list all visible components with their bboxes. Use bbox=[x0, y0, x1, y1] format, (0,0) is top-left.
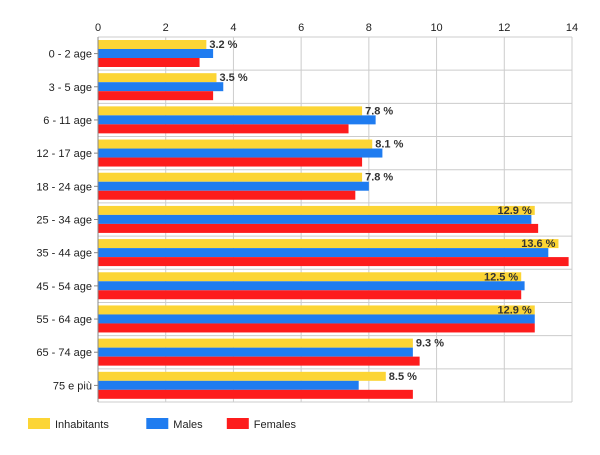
bar-females bbox=[98, 91, 214, 101]
bar-males bbox=[98, 49, 214, 58]
bar-inhabitants bbox=[98, 40, 207, 49]
data-label: 13.6 % bbox=[521, 238, 555, 250]
legend-swatch-females bbox=[226, 418, 249, 429]
x-tick-label: 12 bbox=[498, 22, 510, 34]
category-label: 25 - 34 age bbox=[36, 215, 92, 227]
category-label: 75 e più bbox=[53, 380, 92, 392]
data-label: 9.3 % bbox=[416, 338, 444, 350]
bar-inhabitants bbox=[98, 371, 386, 381]
bar-males bbox=[98, 82, 224, 92]
x-tick-label: 10 bbox=[430, 22, 442, 34]
bar-inhabitants bbox=[98, 73, 217, 83]
data-label: 3.2 % bbox=[209, 39, 237, 51]
grid bbox=[97, 36, 573, 403]
data-label: 7.8 % bbox=[365, 105, 393, 117]
bar-inhabitants bbox=[98, 239, 559, 249]
bar-inhabitants bbox=[98, 338, 413, 348]
bar-females bbox=[98, 190, 356, 200]
bar-males bbox=[98, 148, 383, 158]
category-label: 65 - 74 age bbox=[36, 347, 92, 359]
bar-males bbox=[98, 214, 532, 224]
axes: 0 2 4 6 8 10 12 14 0 - 2 age 3 - 5 age 6 - 11 age 1… bbox=[36, 22, 578, 402]
bar-inhabitants bbox=[98, 139, 373, 149]
bar-males bbox=[98, 347, 413, 357]
category-label: 12 - 17 age bbox=[36, 148, 92, 160]
category-label: 35 - 44 age bbox=[36, 248, 92, 260]
category-label: 0 - 2 age bbox=[49, 49, 92, 61]
legend-label: Males bbox=[173, 419, 203, 431]
category-label: 18 - 24 age bbox=[36, 181, 92, 193]
bar-females bbox=[98, 58, 200, 67]
bars bbox=[98, 40, 569, 399]
data-label: 12.5 % bbox=[484, 271, 518, 283]
bar-inhabitants bbox=[98, 172, 363, 182]
bar-females bbox=[98, 257, 569, 267]
bar-inhabitants bbox=[98, 106, 363, 116]
bar-males bbox=[98, 181, 369, 191]
x-tick-label: 6 bbox=[298, 22, 304, 34]
legend-swatch-males bbox=[146, 418, 169, 429]
bar-inhabitants bbox=[98, 205, 535, 215]
bar-inhabitants bbox=[98, 305, 535, 315]
data-label: 12.9 % bbox=[498, 205, 532, 217]
x-tick-label: 14 bbox=[566, 22, 578, 34]
bar-females bbox=[98, 157, 363, 167]
x-tick-label: 4 bbox=[230, 22, 236, 34]
bar-females bbox=[98, 290, 522, 300]
bar-males bbox=[98, 380, 359, 390]
bar-inhabitants bbox=[98, 272, 522, 282]
data-label: 12.9 % bbox=[498, 304, 532, 316]
bar-males bbox=[98, 314, 535, 324]
bar-males bbox=[98, 115, 376, 125]
data-labels: 3.2 % 3.5 % 7.8 % 8.1 % 7.8 % 12.9 % 13.6 % 12.… bbox=[209, 39, 555, 383]
category-label: 3 - 5 age bbox=[49, 82, 92, 94]
bar-females bbox=[98, 223, 539, 233]
bar-females bbox=[98, 323, 535, 333]
category-label: 45 - 54 age bbox=[36, 281, 92, 293]
data-label: 7.8 % bbox=[365, 172, 393, 184]
data-label: 8.1 % bbox=[375, 139, 403, 151]
bar-females bbox=[98, 389, 413, 399]
legend: Inhabitants Males Females bbox=[28, 418, 296, 431]
data-label: 8.5 % bbox=[389, 371, 417, 383]
bar-females bbox=[98, 124, 349, 134]
legend-label: Females bbox=[254, 419, 297, 431]
x-tick-label: 0 bbox=[95, 22, 101, 34]
x-tick-label: 8 bbox=[366, 22, 372, 34]
bar-females bbox=[98, 356, 420, 366]
x-tick-label: 2 bbox=[163, 22, 169, 34]
bar-males bbox=[98, 281, 525, 291]
bar-males bbox=[98, 248, 549, 258]
category-label: 6 - 11 age bbox=[43, 115, 92, 127]
data-label: 3.5 % bbox=[220, 72, 248, 84]
legend-swatch-inhabitants bbox=[28, 418, 50, 429]
legend-label: Inhabitants bbox=[55, 419, 109, 431]
category-label: 55 - 64 age bbox=[36, 314, 92, 326]
